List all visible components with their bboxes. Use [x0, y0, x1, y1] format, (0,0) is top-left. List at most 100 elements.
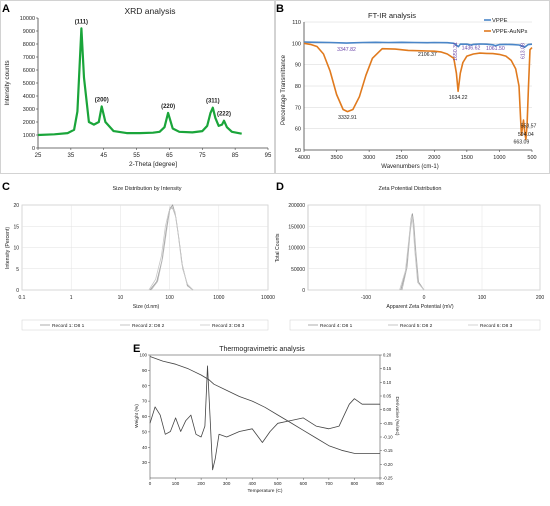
peak-label: (311) — [206, 99, 220, 105]
x-tick-label: 3000 — [363, 155, 375, 161]
peak-label: (220) — [161, 104, 175, 110]
vppe-aunps-series-line — [303, 42, 533, 141]
y-tick-label: 0 — [16, 288, 19, 294]
y-tick-label: 50 — [142, 429, 148, 434]
y-tick-label: 5 — [16, 267, 19, 273]
panel-d-zeta-potential-chart: Zeta Potential Distribution 0 50000 100000 1… — [275, 186, 545, 331]
y-tick-label: 90 — [295, 63, 301, 69]
peak-label: 1650.31 — [453, 42, 459, 61]
peak-label: 663.09 — [513, 140, 529, 146]
x-tick-label: 4000 — [298, 155, 310, 161]
y-tick-label: 80 — [295, 84, 301, 90]
x-tick-label: 500 — [274, 481, 282, 486]
y-tick-label: 90 — [142, 368, 148, 373]
y-tick-label: 70 — [295, 105, 301, 111]
y2-tick-label: -0.10 — [383, 435, 393, 440]
x-tick-label: 300 — [223, 481, 231, 486]
y-tick-label: 3000 — [23, 107, 35, 113]
x-axis-label: Apparent Zeta Potential (mV) — [386, 304, 453, 310]
legend-label: VPPE — [492, 18, 508, 24]
y-tick-label: 5000 — [23, 81, 35, 87]
x-tick-label: 10 — [118, 295, 124, 301]
x-tick-label: 95 — [265, 153, 272, 159]
legend-label: Record 1: D8 1 — [52, 323, 85, 329]
panel-b-ftir-chart: FT-IR analysis 50 60 70 80 90 100 110 4000 3500 30… — [281, 11, 537, 170]
x-tick-label: 0 — [149, 481, 152, 486]
x-tick-label: 85 — [232, 153, 239, 159]
chart-title: XRD analysis — [124, 6, 175, 16]
x-tick-label: 700 — [325, 481, 333, 486]
y-axis-label: Weight (%) — [134, 404, 140, 428]
weight-series-line — [149, 356, 380, 454]
y2-tick-label: -0.15 — [383, 448, 393, 453]
x-tick-label: 55 — [133, 153, 140, 159]
peak-label: (222) — [217, 112, 231, 118]
x-tick-label: 1000 — [213, 295, 224, 301]
x-tick-label: 3500 — [330, 155, 342, 161]
x-tick-label: 1500 — [461, 155, 473, 161]
x-tick-label: 1 — [70, 295, 73, 301]
x-tick-label: 100 — [478, 295, 487, 301]
zeta-series-line — [399, 215, 425, 291]
x-axis-label: Size (d.nm) — [133, 304, 160, 310]
x-tick-label: 25 — [35, 153, 42, 159]
peak-label: 1634.22 — [449, 95, 468, 101]
y2-tick-label: 0.20 — [383, 353, 392, 358]
plot-frame — [149, 354, 381, 479]
y-tick-label: 9000 — [23, 29, 35, 35]
x-tick-label: 600 — [300, 481, 308, 486]
peak-label: 1436.62 — [462, 45, 481, 51]
y-tick-label: 0 — [302, 288, 305, 294]
y-tick-label: 0 — [32, 146, 35, 152]
x-axis-label: 2-Theta [degree] — [129, 161, 177, 168]
x-tick-label: 10000 — [261, 295, 275, 301]
y-tick-label: 50000 — [291, 267, 305, 273]
y-tick-label: 110 — [292, 20, 301, 26]
x-tick-label: 100 — [172, 481, 180, 486]
panel-letter-a: A — [2, 3, 10, 15]
legend-label: VPPE-AuNPs — [492, 29, 528, 35]
x-axis-label: Temperature (C) — [248, 488, 283, 494]
x-tick-label: 65 — [166, 153, 173, 159]
y-tick-label: 150000 — [288, 224, 305, 230]
x-tick-label: 200 — [536, 295, 545, 301]
y-tick-label: 100 — [292, 41, 301, 47]
y2-tick-label: -0.25 — [383, 476, 393, 481]
y-tick-label: 100 — [139, 353, 147, 358]
y-tick-label: 7000 — [23, 55, 35, 61]
y2-tick-label: 0.10 — [383, 380, 392, 385]
legend-box — [21, 319, 269, 331]
panel-a-frame — [0, 0, 275, 174]
derivative-series-line — [149, 365, 380, 471]
y-tick-label: 1000 — [23, 133, 35, 139]
legend-label: Record 6: D8 3 — [480, 323, 513, 329]
x-tick-label: 2500 — [396, 155, 408, 161]
peak-label: 3332.91 — [338, 115, 357, 121]
legend-label: Record 4: D8 1 — [320, 323, 353, 329]
y-tick-label: 40 — [142, 445, 148, 450]
peak-label: 3347.82 — [337, 47, 356, 53]
x-tick-label: 35 — [68, 153, 75, 159]
y-tick-label: 4000 — [23, 94, 35, 100]
x-axis-label: Wavenumbers (cm-1) — [381, 164, 438, 170]
panel-e-tga-chart: Thermogravimetric analysis 30 40 50 60 70 80 90… — [134, 346, 400, 494]
x-tick-label: 500 — [527, 155, 536, 161]
y-axis-label: Total Counts — [275, 233, 281, 262]
y-tick-label: 60 — [295, 127, 301, 133]
peak-label: 594.04 — [518, 132, 534, 138]
y-tick-label: 60 — [142, 414, 148, 419]
y2-tick-label: 0.05 — [383, 394, 392, 399]
y-tick-label: 8000 — [23, 42, 35, 48]
legend-label: Record 5: D8 2 — [400, 323, 433, 329]
panel-letter-b: B — [276, 3, 284, 15]
y-tick-label: 6000 — [23, 68, 35, 74]
x-tick-label: 0.1 — [19, 295, 26, 301]
x-tick-label: 45 — [100, 153, 107, 159]
y-axis-label: Percentage Transmittance — [281, 54, 287, 125]
chart-title: Zeta Potential Distribution — [379, 186, 442, 192]
y-tick-label: 100000 — [288, 246, 305, 252]
x-tick-label: -100 — [361, 295, 371, 301]
panel-b-frame — [275, 0, 550, 174]
y-tick-label: 10 — [13, 246, 19, 252]
